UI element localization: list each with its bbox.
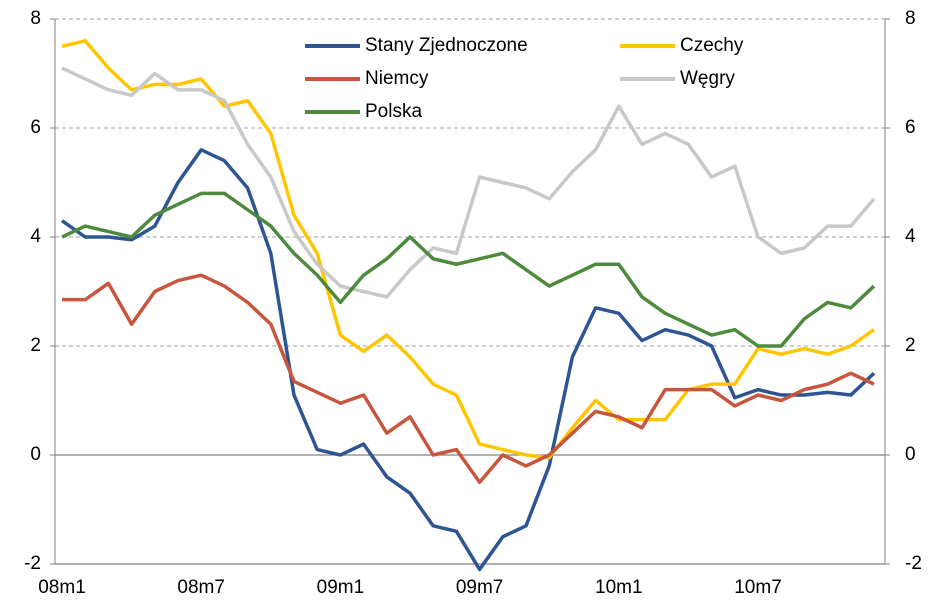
y2-tick-label: -2 bbox=[905, 553, 922, 574]
y-tick-label: 2 bbox=[30, 335, 41, 356]
x-tick-label: 10m7 bbox=[734, 577, 782, 598]
y2-tick-label: 0 bbox=[905, 444, 916, 465]
y-tick-label: 8 bbox=[30, 8, 41, 29]
legend-label: Stany Zjednoczone bbox=[365, 35, 528, 56]
x-tick-label: 10m1 bbox=[595, 577, 643, 598]
y-tick-label: 6 bbox=[30, 117, 41, 138]
y2-tick-label: 2 bbox=[905, 335, 916, 356]
y-tick-label: 4 bbox=[30, 226, 41, 247]
x-tick-label: 09m7 bbox=[456, 577, 504, 598]
series-line bbox=[61, 39, 876, 460]
y2-tick-label: 6 bbox=[905, 117, 916, 138]
x-tick-label: 08m1 bbox=[38, 577, 86, 598]
series-line bbox=[62, 273, 875, 484]
x-tick-label: 08m7 bbox=[177, 577, 225, 598]
y2-tick-label: 4 bbox=[905, 226, 916, 247]
legend-label: Węgry bbox=[680, 68, 735, 89]
legend-label: Czechy bbox=[680, 35, 744, 56]
legend-label: Niemcy bbox=[365, 68, 429, 89]
series-line bbox=[60, 148, 876, 572]
legend-label: Polska bbox=[365, 101, 422, 122]
y2-tick-label: 8 bbox=[905, 8, 916, 29]
y-tick-label: -2 bbox=[24, 553, 41, 574]
y-tick-label: 0 bbox=[30, 444, 41, 465]
x-tick-label: 09m1 bbox=[317, 577, 365, 598]
series-line bbox=[61, 66, 876, 299]
series-line bbox=[61, 191, 876, 348]
